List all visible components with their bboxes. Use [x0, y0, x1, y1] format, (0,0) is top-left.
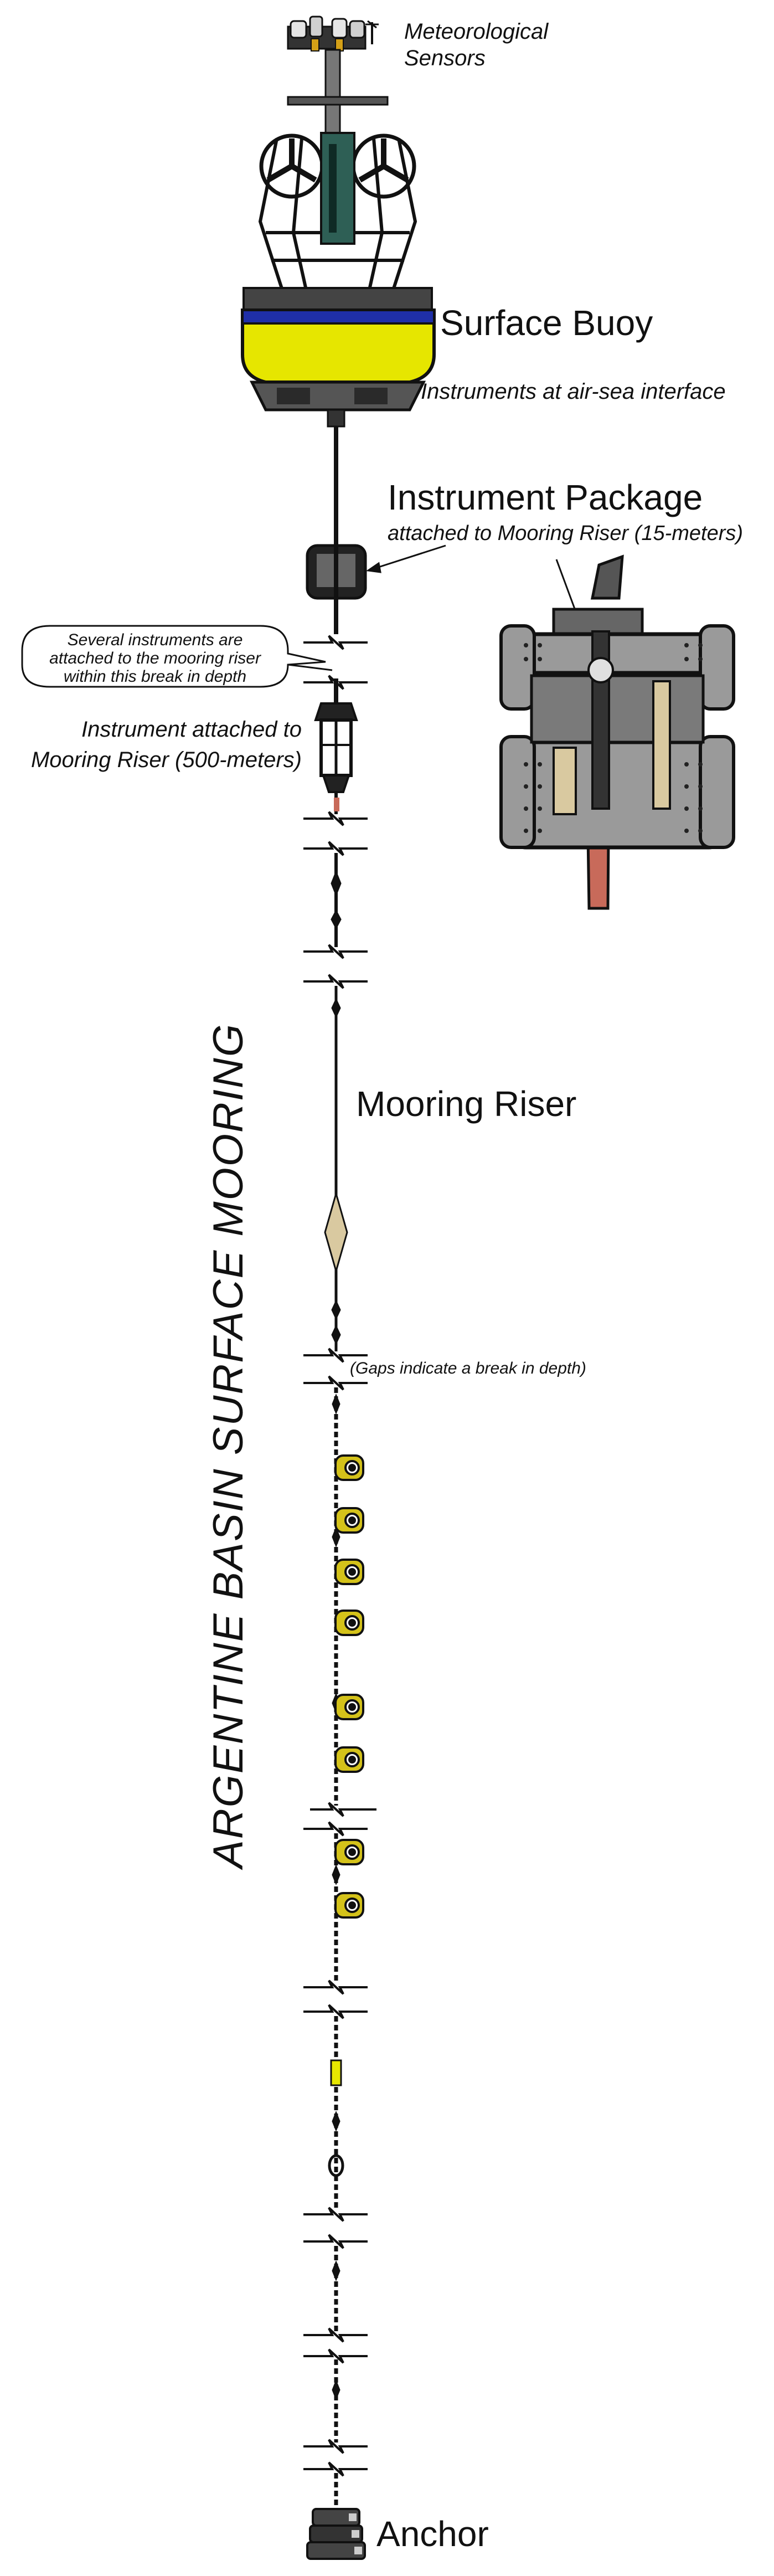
met-sensors-label-2: Sensors: [404, 46, 486, 70]
instrument-package-zoom: [499, 554, 735, 910]
depth-breaks: [303, 635, 376, 2477]
instrument-package-label: Instrument Package: [388, 477, 703, 517]
surface-buoy-label: Surface Buoy: [440, 303, 653, 343]
flotation-spheres: [334, 1454, 364, 1919]
depth-break: [303, 1802, 376, 1837]
air-sea-label: Instruments at air-sea interface: [421, 379, 726, 404]
instrument-package-sublabel: attached to Mooring Riser (15-meters): [388, 522, 743, 545]
depth-break: [303, 1979, 368, 2019]
riser-instrument: [314, 678, 358, 811]
depth-break: [303, 2207, 368, 2249]
callout-line-3: within this break in depth: [64, 667, 246, 686]
flotation-sphere: [334, 1559, 364, 1585]
depth-break: [303, 2439, 368, 2477]
met-sensors-label-1: Meteorological: [404, 19, 549, 44]
instrument-package-small: [306, 537, 367, 609]
riser-instrument-label-2: Mooring Riser (500-meters): [31, 748, 302, 772]
depth-break: [303, 2327, 368, 2364]
callout-line-1: Several instruments are: [68, 631, 243, 649]
anchor-label: Anchor: [376, 2514, 489, 2554]
flotation-sphere: [334, 1610, 364, 1636]
buoy-tower: [258, 138, 417, 308]
surface-buoy: [241, 132, 436, 428]
flotation-sphere: [334, 1454, 364, 1481]
flotation-sphere: [334, 1839, 364, 1865]
meteorological-sensors: [287, 16, 389, 134]
anchor: [306, 2508, 366, 2560]
depth-break: [303, 1348, 368, 1391]
instrument-package-pointer: [365, 544, 585, 635]
flotation-sphere: [334, 1892, 364, 1919]
gaps-note: (Gaps indicate a break in depth): [350, 1359, 586, 1377]
riser-instrument-label-1: Instrument attached to: [81, 717, 302, 742]
callout-line-2: attached to the mooring riser: [49, 649, 261, 667]
depth-break: [303, 811, 368, 856]
flotation-sphere: [334, 1507, 364, 1534]
yellow-sensor: [328, 2059, 344, 2177]
flotation-sphere: [334, 1746, 364, 1773]
callout-bubble: [21, 625, 333, 688]
diagram-title: ARGENTINE BASIN SURFACE MOORING: [205, 1023, 252, 1870]
flotation-sphere: [334, 1694, 364, 1720]
mooring-riser-label: Mooring Riser: [356, 1084, 576, 1124]
depth-break: [303, 944, 368, 989]
